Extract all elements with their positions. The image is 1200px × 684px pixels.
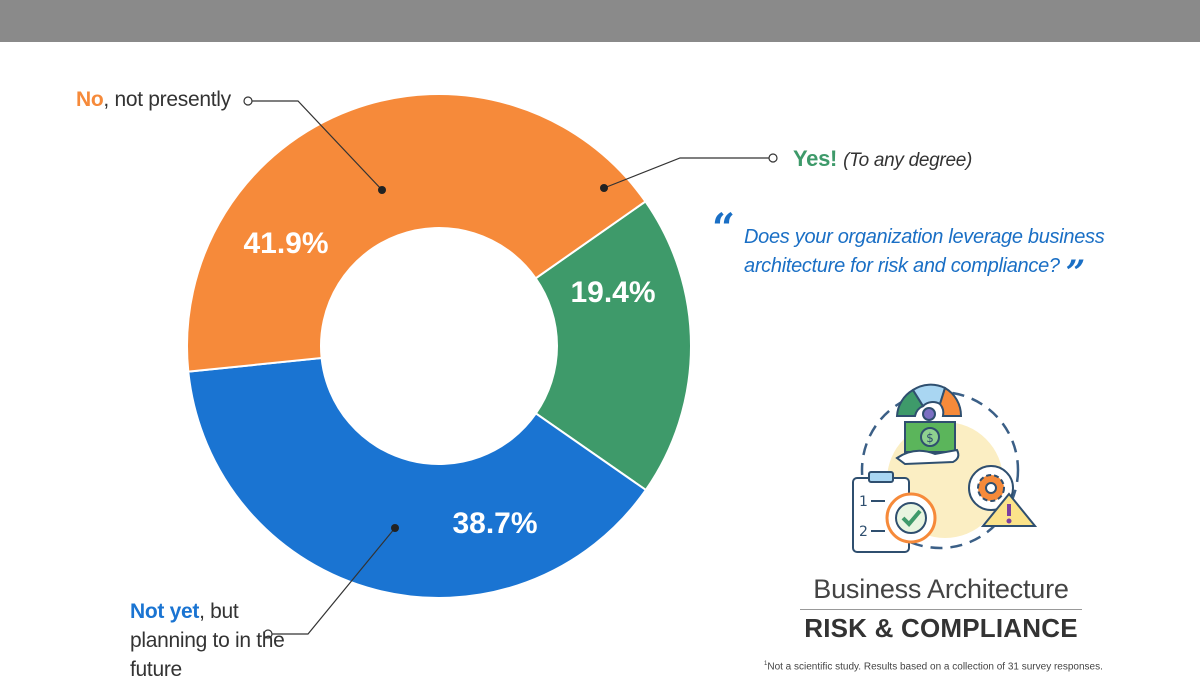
survey-question-text: Does your organization leverage business…	[744, 226, 1105, 277]
slice-yes	[534, 200, 692, 492]
leader-yes	[600, 153, 778, 192]
brand-divider	[800, 609, 1082, 610]
gear-icon	[968, 465, 1014, 511]
brand-title: Business Architecture	[813, 574, 1069, 604]
slice-no	[186, 93, 647, 373]
slice-not-yet	[187, 356, 648, 599]
target-check-icon	[885, 492, 937, 544]
legend-label-no: No, not presently	[76, 88, 231, 112]
svg-text:1: 1	[859, 494, 868, 510]
value-label-yes: 19.4%	[570, 276, 655, 309]
legend-rest-no: , not presently	[103, 88, 231, 111]
legend-key-not-yet: Not yet	[130, 600, 200, 623]
legend-rest-yes: (To any degree)	[843, 150, 972, 171]
money-hand-icon: $	[895, 421, 960, 466]
svg-text:$: $	[926, 431, 934, 445]
gauge-icon	[895, 383, 963, 421]
open-quote-icon: “	[712, 205, 736, 252]
legend-key-no: No	[76, 88, 104, 111]
legend-label-not-yet: Not yet, but planning to in the future	[130, 597, 290, 684]
brand-subtitle: RISK & COMPLIANCE	[804, 613, 1078, 643]
value-label-no: 41.9%	[243, 227, 328, 260]
footnote-marker: 1	[764, 661, 768, 667]
risk-compliance-illustration: $ 1 2	[852, 383, 1038, 553]
warning-icon	[980, 492, 1038, 527]
survey-question: Does your organization leverage business…	[744, 223, 1164, 290]
close-quote-icon: ”	[1065, 253, 1086, 293]
svg-text:2: 2	[859, 524, 868, 540]
leader-not-yet	[263, 524, 399, 639]
top-bar	[0, 0, 1200, 42]
leader-no	[243, 96, 386, 194]
value-label-not-yet: 38.7%	[452, 507, 537, 540]
footnote: 1Not a scientific study. Results based o…	[764, 661, 1103, 672]
footnote-text: Not a scientific study. Results based on…	[767, 661, 1103, 673]
legend-key-yes: Yes!	[793, 146, 838, 171]
legend-label-yes: Yes! (To any degree)	[793, 146, 972, 172]
